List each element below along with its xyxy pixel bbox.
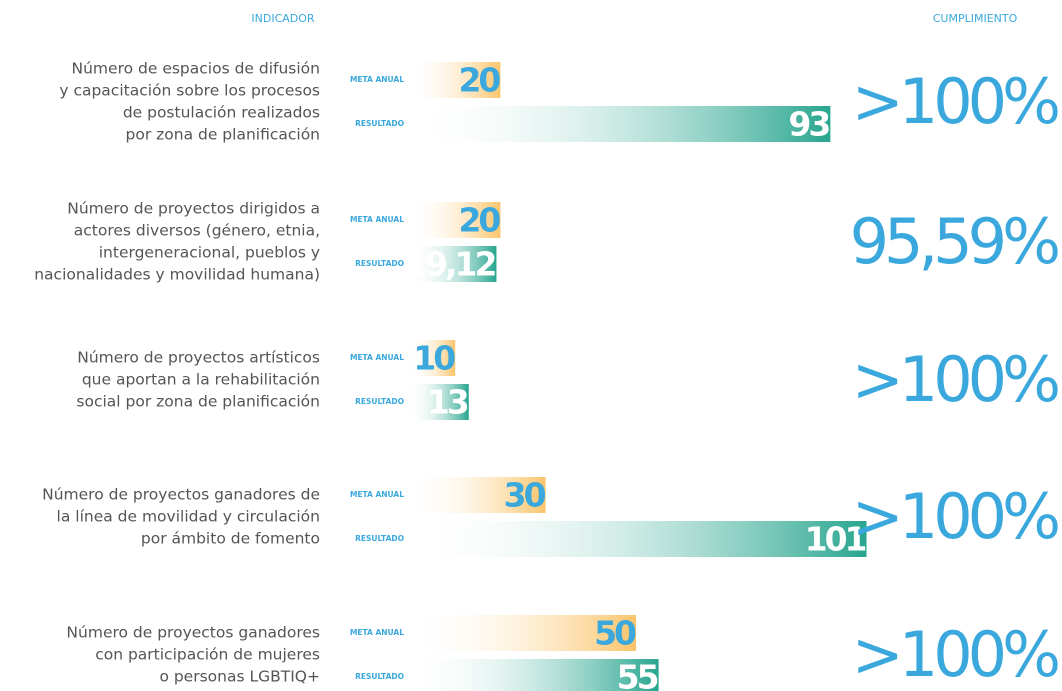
indicator-text: por zona de planificación [126, 126, 320, 144]
bar [410, 384, 469, 420]
series-label: META ANUAL [350, 490, 404, 499]
value-label: 20 [458, 61, 500, 100]
indicator-text: y capacitación sobre los procesos [59, 82, 320, 100]
compliance: 95,59% [850, 205, 1058, 278]
series-label: META ANUAL [350, 628, 404, 637]
indicator-text: por ámbito de fomento [141, 530, 320, 548]
series-label: RESULTADO [355, 534, 404, 543]
compliance: >100% [852, 480, 1058, 553]
bar [410, 62, 501, 98]
bar [410, 615, 636, 651]
indicator-text: Número de proyectos ganadores de [42, 486, 320, 504]
indicator-text: Número de proyectos artísticos [77, 349, 320, 367]
indicator-text: o personas LGBTIQ+ [159, 668, 320, 686]
indicator-text: Número de espacios de difusión [72, 60, 320, 78]
bar [410, 246, 497, 282]
indicator-text: intergeneracional, pueblos y [99, 244, 320, 262]
value-label: 50 [594, 614, 636, 653]
bar [410, 521, 867, 557]
indicator-text: Número de proyectos ganadores [66, 624, 320, 642]
series-label: META ANUAL [350, 75, 404, 84]
bar [410, 659, 659, 691]
value-label: 55 [617, 658, 658, 691]
bar [410, 106, 831, 142]
bar [410, 340, 456, 376]
bar [410, 202, 501, 238]
bar [410, 477, 546, 513]
series-label: RESULTADO [355, 259, 404, 268]
series-label: META ANUAL [350, 215, 404, 224]
value-label: 19,12 [405, 245, 495, 284]
value-label: 30 [504, 476, 546, 515]
header-indicador: INDICADOR [251, 12, 315, 25]
indicator-text: Número de proyectos dirigidos a [67, 200, 320, 218]
header-cumplimiento: CUMPLIMIENTO [933, 12, 1018, 25]
indicator-text: la línea de movilidad y circulación [57, 508, 320, 526]
value-label: 13 [427, 383, 468, 422]
indicator-text: actores diversos (género, etnia, [74, 222, 320, 240]
value-label: 10 [413, 339, 455, 378]
series-label: RESULTADO [355, 119, 404, 128]
indicator-text: social por zona de planificación [76, 393, 320, 411]
series-label: RESULTADO [355, 397, 404, 406]
value-label: 20 [458, 201, 500, 240]
indicator-text: con participación de mujeres [95, 646, 320, 664]
value-label: 93 [788, 105, 829, 144]
compliance: >100% [852, 343, 1058, 416]
series-label: RESULTADO [355, 672, 404, 681]
value-label: 101 [805, 520, 866, 559]
compliance: >100% [852, 618, 1058, 691]
compliance: >100% [852, 65, 1058, 138]
indicator-text: que aportan a la rehabilitación [82, 371, 320, 389]
indicator-text: de postulación realizados [123, 104, 320, 122]
indicator-text: nacionalidades y movilidad humana) [34, 266, 320, 284]
series-label: META ANUAL [350, 353, 404, 362]
